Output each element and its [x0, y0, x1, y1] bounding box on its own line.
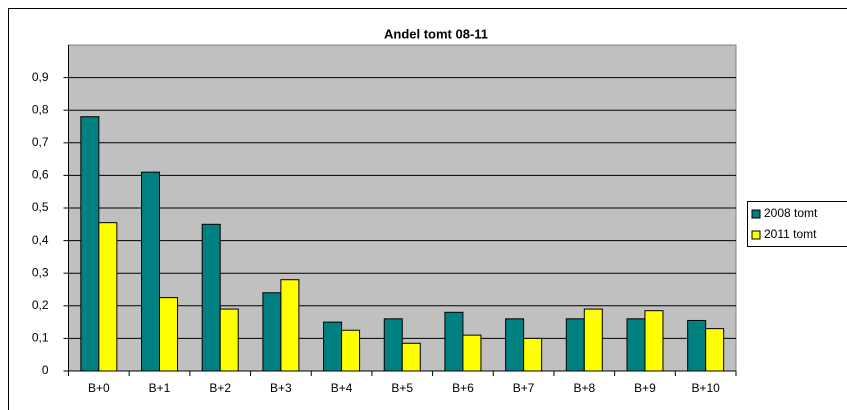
y-tick-label: 0,2 — [32, 298, 49, 312]
bar — [687, 319, 707, 372]
x-tick-label: B+3 — [270, 381, 292, 395]
bar — [98, 222, 118, 372]
x-tick-label: B+2 — [209, 381, 231, 395]
bar — [444, 311, 464, 372]
x-tick-label: B+7 — [513, 381, 535, 395]
legend-label: 2008 tomt — [764, 206, 818, 220]
bar — [80, 116, 100, 372]
bar — [583, 308, 603, 372]
bar — [705, 328, 725, 372]
x-tick-label: B+6 — [452, 381, 474, 395]
legend-label: 2011 tomt — [764, 227, 817, 241]
bar — [159, 297, 179, 372]
bar — [383, 318, 403, 372]
x-tick-label: B+9 — [634, 381, 656, 395]
bar — [401, 342, 421, 372]
bar — [505, 318, 525, 372]
x-tick-label: B+10 — [691, 381, 720, 395]
bar — [280, 279, 300, 372]
x-tick-label: B+5 — [391, 381, 413, 395]
y-tick-label: 0,3 — [32, 265, 49, 279]
legend-swatch — [751, 209, 761, 219]
y-tick-label: 0,1 — [32, 331, 49, 345]
y-tick-label: 0,5 — [32, 200, 49, 214]
bar — [626, 318, 646, 372]
y-tick-label: 0,8 — [32, 102, 49, 116]
y-tick-label: 0,4 — [32, 233, 49, 247]
y-tick-label: 0,6 — [32, 168, 49, 182]
bar — [219, 308, 239, 372]
x-tick-label: B+1 — [149, 381, 171, 395]
bar — [565, 318, 585, 372]
y-tick-label: 0,7 — [32, 135, 49, 149]
legend-swatch — [751, 230, 761, 240]
y-tick-label: 0 — [42, 363, 49, 377]
x-tick-label: B+8 — [573, 381, 595, 395]
bar — [141, 171, 161, 372]
x-tick-label: B+0 — [88, 381, 110, 395]
bar — [323, 321, 343, 372]
x-tick-label: B+4 — [331, 381, 353, 395]
chart-title: Andel tomt 08-11 — [384, 26, 488, 41]
legend-box — [747, 201, 847, 247]
bar — [523, 337, 543, 372]
bar — [462, 334, 482, 372]
bar — [262, 292, 282, 372]
bar — [644, 310, 664, 372]
bar — [201, 223, 221, 372]
bar — [341, 329, 361, 372]
y-tick-label: 0,9 — [32, 70, 49, 84]
chart-border — [8, 8, 847, 410]
